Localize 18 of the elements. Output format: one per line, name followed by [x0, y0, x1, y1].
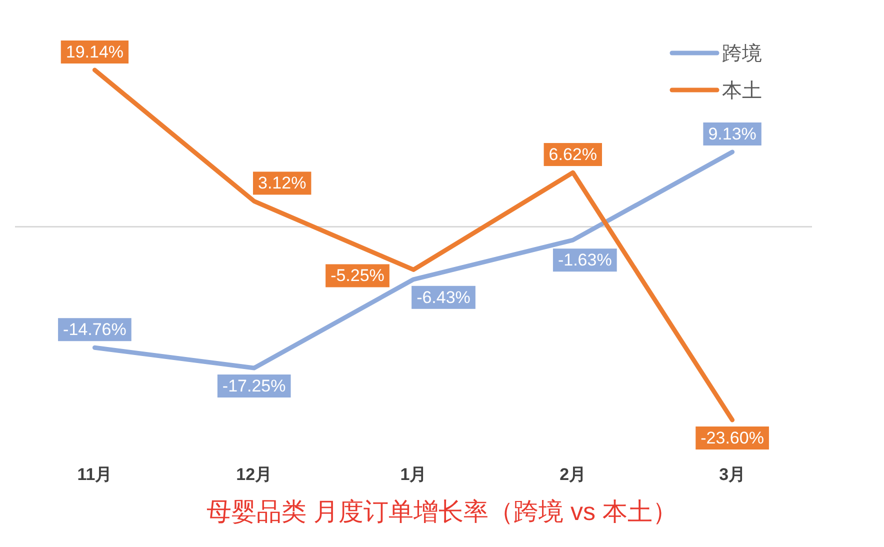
data-label: -5.25%: [330, 266, 384, 286]
x-tick-label: 12月: [236, 465, 272, 484]
data-label: 19.14%: [66, 42, 124, 62]
data-label: -1.63%: [558, 250, 612, 270]
legend-label: 本土: [722, 80, 762, 102]
data-label: 3.12%: [258, 174, 306, 193]
x-tick-label: 2月: [560, 465, 586, 484]
data-label: 6.62%: [548, 145, 597, 164]
data-label: -23.60%: [700, 428, 764, 448]
x-tick-label: 11月: [77, 465, 112, 484]
x-tick-label: 1月: [400, 465, 427, 484]
data-label: -14.76%: [63, 320, 126, 340]
legend-label: 跨境: [722, 43, 762, 65]
data-label: -17.25%: [222, 376, 286, 396]
data-label: 9.13%: [708, 124, 756, 144]
x-tick-label: 3月: [719, 465, 746, 484]
data-label: -6.43%: [416, 288, 470, 307]
text: 母婴品类 月度订单增长率（跨境 vs 本土）: [206, 498, 678, 526]
